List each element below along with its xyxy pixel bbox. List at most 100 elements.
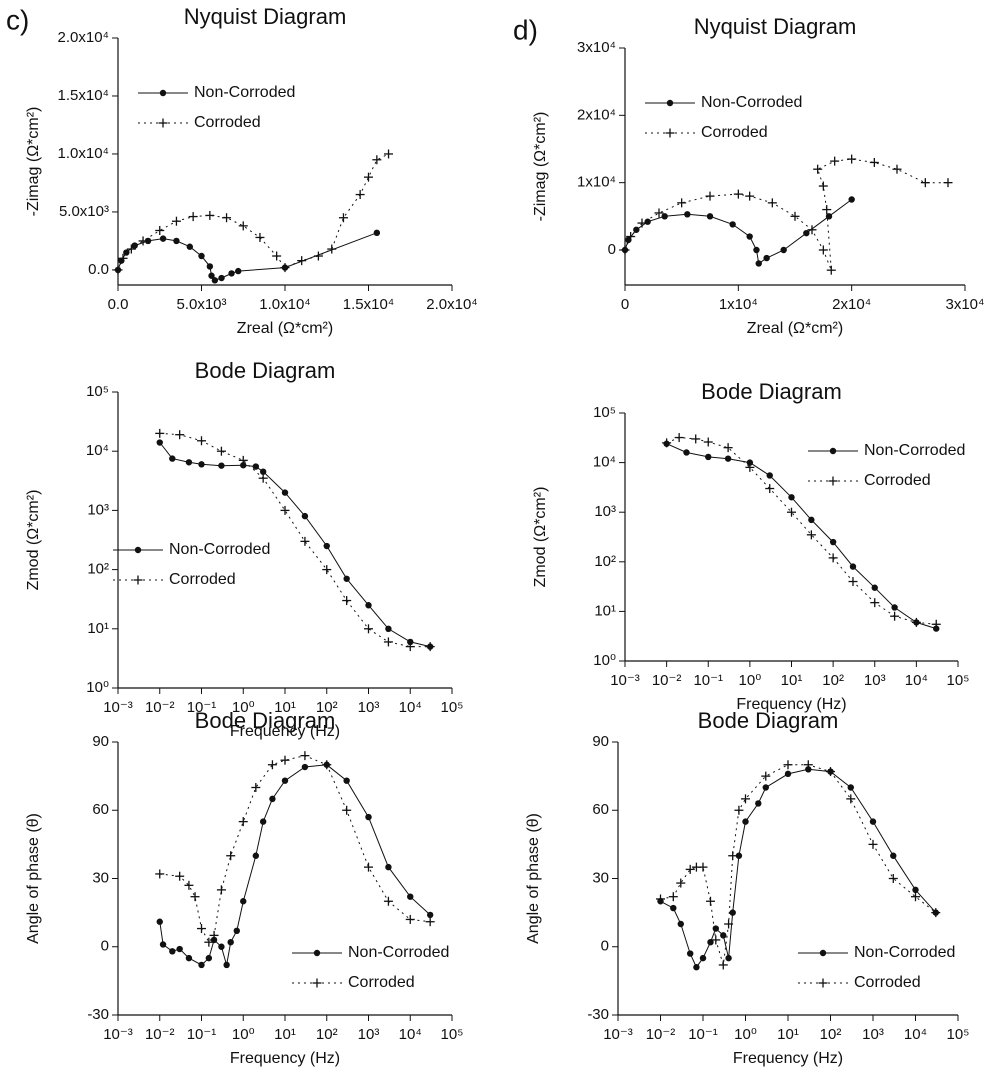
point bbox=[259, 468, 267, 475]
point bbox=[216, 446, 226, 456]
point bbox=[118, 253, 128, 263]
point bbox=[805, 766, 812, 773]
legend-label: Non-Corroded bbox=[854, 944, 955, 961]
point bbox=[186, 243, 194, 250]
point bbox=[383, 896, 393, 906]
point bbox=[159, 235, 167, 242]
point bbox=[169, 948, 176, 955]
point bbox=[138, 236, 148, 246]
point bbox=[755, 260, 762, 267]
point bbox=[677, 920, 684, 928]
x-tick-label: 10³ bbox=[358, 699, 380, 716]
point bbox=[204, 937, 214, 947]
point bbox=[745, 191, 755, 201]
point bbox=[205, 210, 215, 220]
x-tick-label: 10¹ bbox=[781, 672, 803, 689]
point bbox=[407, 638, 414, 646]
point bbox=[384, 149, 394, 159]
point bbox=[705, 453, 712, 461]
chart-title: Nyquist Diagram bbox=[184, 4, 347, 29]
point bbox=[255, 232, 265, 242]
point bbox=[724, 919, 734, 929]
point bbox=[169, 455, 176, 462]
point bbox=[742, 818, 749, 825]
point bbox=[826, 265, 836, 275]
point bbox=[364, 624, 373, 634]
point bbox=[297, 256, 307, 266]
x-tick-label: 10⁻³ bbox=[603, 1026, 633, 1043]
series-line bbox=[117, 153, 389, 271]
point bbox=[931, 619, 941, 629]
point bbox=[705, 896, 715, 906]
legend-label: Non-Corroded bbox=[701, 94, 802, 111]
y-tick-label: 0 bbox=[101, 938, 109, 955]
point bbox=[911, 892, 920, 902]
point bbox=[720, 932, 727, 939]
y-tick-label: 10¹ bbox=[594, 602, 616, 619]
x-tick-label: 10⁵ bbox=[947, 1026, 970, 1043]
point bbox=[364, 862, 373, 872]
point bbox=[890, 852, 897, 859]
point bbox=[676, 878, 686, 888]
point bbox=[761, 771, 771, 781]
x-tick-label: 10¹ bbox=[777, 1026, 799, 1043]
x-tick-label: 10⁵ bbox=[947, 672, 970, 689]
point bbox=[668, 892, 678, 902]
point bbox=[741, 794, 750, 804]
point bbox=[931, 908, 941, 918]
point bbox=[198, 461, 205, 468]
point bbox=[301, 763, 309, 771]
point bbox=[803, 760, 813, 770]
point bbox=[238, 221, 248, 231]
point bbox=[281, 777, 289, 784]
point bbox=[846, 794, 856, 804]
point bbox=[123, 249, 130, 256]
point bbox=[637, 218, 647, 228]
point bbox=[819, 949, 827, 957]
point bbox=[687, 950, 694, 957]
point bbox=[218, 943, 225, 950]
x-tick-label: 10³ bbox=[358, 1026, 380, 1043]
point bbox=[267, 760, 277, 770]
y-tick-label: 10² bbox=[594, 553, 616, 570]
point bbox=[767, 198, 777, 208]
point bbox=[338, 213, 348, 223]
point bbox=[159, 89, 167, 97]
chart-title: Bode Diagram bbox=[698, 708, 839, 733]
point bbox=[869, 818, 877, 825]
point bbox=[322, 760, 332, 770]
point bbox=[252, 852, 260, 859]
x-axis-label: Zreal (Ω*cm²) bbox=[747, 320, 843, 337]
series-line bbox=[666, 436, 937, 625]
x-tick-label: 10⁻³ bbox=[103, 699, 133, 716]
point bbox=[156, 918, 163, 925]
point bbox=[662, 438, 672, 448]
point bbox=[822, 205, 832, 215]
point bbox=[323, 542, 330, 550]
point bbox=[670, 904, 677, 912]
point bbox=[218, 462, 225, 469]
point bbox=[633, 226, 640, 233]
point bbox=[912, 886, 919, 894]
point bbox=[818, 181, 828, 191]
point bbox=[238, 455, 248, 465]
point bbox=[223, 961, 230, 969]
point bbox=[235, 267, 242, 275]
point bbox=[725, 954, 732, 962]
x-tick-label: 10⁰ bbox=[739, 672, 762, 689]
x-tick-label: 10² bbox=[822, 672, 844, 689]
legend-label: Non-Corroded bbox=[348, 944, 449, 961]
point bbox=[790, 211, 800, 221]
point bbox=[281, 489, 289, 496]
point bbox=[828, 476, 838, 486]
point bbox=[745, 462, 755, 472]
x-tick-label: 10⁻¹ bbox=[693, 672, 723, 689]
point bbox=[656, 894, 665, 904]
point bbox=[233, 927, 240, 935]
series-line bbox=[666, 443, 937, 630]
point bbox=[847, 154, 857, 164]
point bbox=[343, 575, 350, 582]
y-tick-label: 30 bbox=[592, 869, 609, 886]
y-tick-label: 10⁰ bbox=[86, 679, 109, 696]
point bbox=[783, 760, 793, 770]
